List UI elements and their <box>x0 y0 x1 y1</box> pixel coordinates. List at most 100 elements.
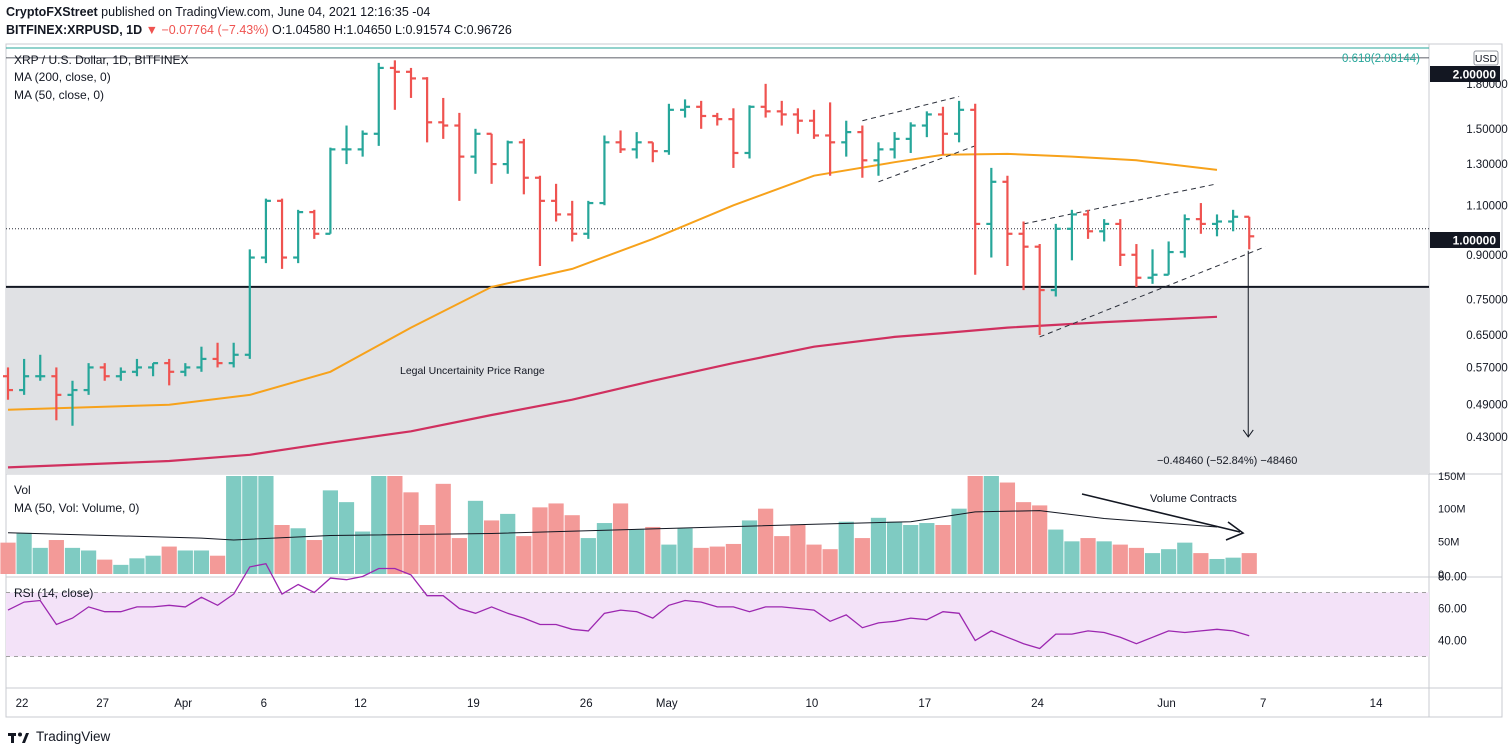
volume-bar <box>419 525 435 574</box>
down-arrow-icon: ▼ <box>145 23 158 37</box>
brand-name: TradingView <box>36 729 111 744</box>
ohlc-bar <box>1083 209 1094 239</box>
volume-bar <box>596 523 613 574</box>
volume-bar <box>951 508 967 574</box>
ohlc-bar <box>647 141 658 163</box>
currency-badge[interactable] <box>1473 50 1499 66</box>
time-tick: 12 <box>354 698 367 710</box>
volume-bar <box>580 538 596 574</box>
ohlc-bar <box>873 142 884 176</box>
ohlc-bar <box>3 367 13 400</box>
ohlc-bar <box>841 120 852 157</box>
ohlc-bar <box>148 362 159 377</box>
ohlc-bar <box>680 99 691 118</box>
ohlc-bar <box>212 342 223 368</box>
volume-bar <box>129 558 145 574</box>
ohlc-bar <box>1131 244 1142 287</box>
ohlc-bar <box>438 97 449 139</box>
ohlc-bar <box>1244 215 1255 250</box>
time-tick: 6 <box>261 698 267 710</box>
ohlc-bar <box>196 346 207 372</box>
volume-bar <box>161 546 177 574</box>
ohlc-bar <box>792 108 803 134</box>
publisher-name[interactable]: CryptoFXStreet <box>6 5 98 19</box>
symbol-name: BITFINEX:XRPUSD, 1D <box>6 23 143 37</box>
volume-bar <box>516 536 532 574</box>
volume-bar <box>371 476 387 574</box>
volume-bar <box>1096 541 1112 574</box>
volume-trend-arrow[interactable] <box>1081 493 1241 533</box>
volume-bar <box>1225 557 1241 574</box>
pattern-trendlines[interactable] <box>862 96 1266 338</box>
ohlc-bar <box>825 102 836 176</box>
ohlc-bar <box>631 132 642 159</box>
volume-bar <box>1032 505 1048 574</box>
volume-bar <box>1080 538 1096 574</box>
time-axis[interactable]: 22 27 Apr 6 12 19 26 May 10 17 24 Jun 7 14 <box>16 698 1383 710</box>
time-tick: 26 <box>580 698 593 710</box>
vol-legend[interactable]: Vol <box>14 483 31 497</box>
one-dollar-label-bg <box>1430 232 1500 248</box>
fib-label: 0.618(2.08144) <box>1342 53 1420 65</box>
ohlc-bar <box>1228 209 1239 232</box>
zone-label: Legal Uncertainity Price Range <box>400 365 545 377</box>
volume-bar <box>935 525 951 574</box>
low-value: 0.91574 <box>405 23 451 37</box>
publish-date: published on TradingView.com, June 04, 2… <box>101 5 431 19</box>
ohlc-bar <box>954 100 965 143</box>
pattern-trendline <box>878 145 976 183</box>
low-label: L: <box>395 23 406 37</box>
measured-move-arrow[interactable] <box>1242 250 1254 438</box>
volume-tick: 100M <box>1438 504 1466 516</box>
volume-bar <box>242 476 258 574</box>
volume-bar <box>403 492 419 574</box>
volume-bar <box>677 528 693 574</box>
ohlc-bar <box>1163 241 1174 276</box>
volume-bar <box>1209 558 1225 574</box>
ohlc-bar <box>1147 249 1158 284</box>
volume-bar <box>548 503 564 574</box>
two-dollar-label: 2.00000 <box>1453 68 1497 82</box>
ohlc-bar <box>744 105 755 159</box>
volume-bar <box>774 536 790 574</box>
ohlc-bar <box>67 380 78 426</box>
price-chart[interactable]: 1.800001.500001.300001.100000.900000.750… <box>0 0 1508 722</box>
volume-bar <box>355 531 371 574</box>
time-tick: 22 <box>16 698 29 710</box>
ohlc-bar <box>244 249 255 359</box>
ma50-legend[interactable]: MA (50, close, 0) <box>14 88 104 102</box>
ohlc-bar <box>599 135 610 206</box>
volume-bar <box>725 543 741 574</box>
ohlc-bar <box>551 183 562 222</box>
volume-bar <box>274 525 290 574</box>
ohlc-bar <box>1212 214 1222 237</box>
ma200-line <box>7 315 1218 469</box>
volume-bar <box>741 520 758 574</box>
tradingview-brand[interactable]: TradingView <box>8 729 110 744</box>
ohlc-bar <box>309 209 320 239</box>
volume-bar <box>467 500 484 574</box>
time-tick: 27 <box>96 698 109 710</box>
ohlc-bar <box>534 175 545 266</box>
price-tick: 0.65000 <box>1466 330 1508 342</box>
pattern-trendline <box>1023 183 1218 225</box>
rsi-axis: 80.00 60.00 40.00 <box>1438 572 1467 648</box>
ohlc-bar <box>1099 219 1110 242</box>
time-tick: May <box>656 698 678 710</box>
volume-bar <box>500 513 516 574</box>
volume-bar <box>612 503 629 574</box>
price-tick: 0.57000 <box>1466 362 1508 374</box>
rsi-legend[interactable]: RSI (14, close) <box>14 586 93 600</box>
vol-ma-legend[interactable]: MA (50, Vol: Volume, 0) <box>14 501 139 515</box>
volume-bar <box>48 540 64 574</box>
volume-bar <box>1161 549 1177 574</box>
volume-bar <box>1048 529 1064 574</box>
ohlc-bar <box>180 363 191 377</box>
rsi-tick: 40.00 <box>1438 636 1467 648</box>
volume-bar <box>693 547 709 574</box>
ohlc-bar <box>131 358 142 377</box>
volume-bar <box>822 549 838 574</box>
ohlc-bar <box>1050 223 1061 297</box>
ohlc-bar <box>986 167 997 258</box>
ma200-legend[interactable]: MA (200, close, 0) <box>14 70 111 84</box>
